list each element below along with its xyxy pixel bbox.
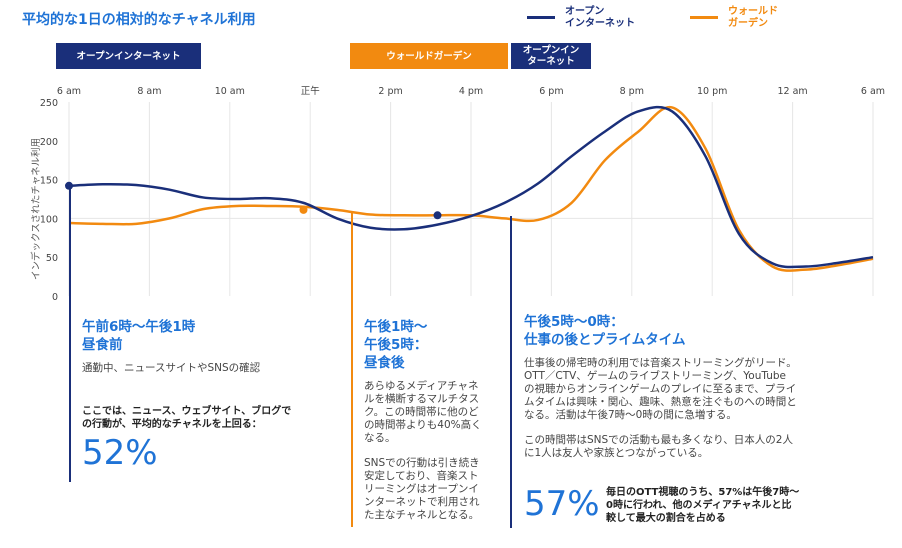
legend-open-line1: オープン: [565, 6, 605, 17]
section2-p2-line: SNSでの行動は引き続き: [364, 457, 480, 469]
section3-para2: この時間帯はSNSでの活動も最も多くなり、日本人の2人 に1人は友人や家族とつな…: [524, 434, 894, 460]
x-tick-label: 10 am: [215, 86, 245, 97]
legend-walled-line2: ガーデン: [728, 18, 768, 29]
x-tick-label: 8 am: [137, 86, 161, 97]
section2-heading-line1: 午後1時〜: [364, 319, 428, 335]
y-tick-label: 0: [52, 292, 58, 303]
section3-p1-line: OTT／CTV、ゲームのライブストリーミング、YouTube: [524, 370, 786, 382]
y-tick-label: 150: [40, 176, 58, 187]
section1-heading-title: 昼食前: [82, 337, 123, 353]
x-tick-label: 8 pm: [620, 86, 644, 97]
section2-p1-line: ルを横断するマルチタス: [364, 393, 480, 405]
divider-section2: [351, 211, 353, 527]
x-tick-label: 4 pm: [459, 86, 483, 97]
section3-p1-line: 仕事後の帰宅時の利用では音楽ストリーミングがリード。: [524, 357, 797, 369]
page-title: 平均的な1日の相対的なチャネル利用: [22, 12, 256, 28]
section3-p1-line: ムタイムは興味・関心、趣味、熱意を注ぐものへの時間と: [524, 396, 797, 408]
section2-p2-line: た主なチャネルとなる。: [364, 509, 480, 521]
section1-bold-line2: の行動が、平均的なチャネルを上回る：: [82, 419, 262, 430]
section3-p1-line: なる。活動は午後7時〜0時の間に急増する。: [524, 409, 737, 421]
section-before-lunch: 午前6時〜午後1時 昼食前 通勤中、ニュースサイトやSNSの確認 ここでは、ニュ…: [82, 318, 332, 473]
section-after-lunch: 午後1時〜 午後5時： 昼食後 あらゆるメディアチャネ ルを横断するマルチタス …: [364, 318, 499, 522]
section2-p1-line: あらゆるメディアチャネ: [364, 380, 479, 392]
band-open2-line2: ターネット: [527, 56, 575, 67]
data-marker: [299, 205, 308, 214]
legend-open-line2: インターネット: [565, 18, 635, 29]
y-tick-label: 200: [40, 137, 58, 148]
section2-p1-line: の時間帯よりも40%高く: [364, 419, 482, 431]
section3-heading-time: 午後5時〜0時：: [524, 314, 624, 330]
section2-para2: SNSでの行動は引き続き 安定しており、音楽スト リーミングはオープンイ ンター…: [364, 457, 499, 522]
legend-open-label: オープン インターネット: [565, 6, 635, 30]
section2-p2-line: ンターネットで利用され: [364, 496, 480, 508]
x-tick-label: 10 pm: [697, 86, 727, 97]
section-prime-time: 午後5時〜0時： 仕事の後とプライムタイム 仕事後の帰宅時の利用では音楽ストリー…: [524, 313, 894, 460]
y-tick-label: 50: [46, 253, 58, 264]
band-open2-line1: オープンイン: [522, 45, 580, 56]
section1-stat: 52%: [82, 433, 158, 473]
section1-bold-line1: ここでは、ニュース、ウェブサイト、ブログで: [82, 406, 292, 417]
section2-p1-line: ク。この時間帯に他のど: [364, 406, 479, 418]
series-line-open-internet: [68, 105, 874, 269]
section3-para1: 仕事後の帰宅時の利用では音楽ストリーミングがリード。 OTT／CTV、ゲームのラ…: [524, 357, 894, 422]
x-tick-label: 12 am: [778, 86, 808, 97]
line-chart: 6 am 8 am 10 am 正午 2 pm 4 pm 6 pm 8 pm 10 pm 12 a…: [40, 85, 885, 303]
legend-walled-line1: ウォールド: [728, 6, 778, 17]
y-tick-label: 100: [40, 214, 58, 225]
section2-heading-line3: 昼食後: [364, 355, 405, 371]
section1-heading-time: 午前6時〜午後1時: [82, 319, 196, 335]
data-marker: [433, 211, 442, 220]
band-open-internet-2: オープンイン ターネット: [511, 43, 591, 69]
legend-open-swatch: [527, 16, 555, 19]
section3-bold-line: 毎日のOTT視聴のうち、57%は午後7時〜: [606, 487, 800, 498]
section3-p1-line: の視聴からオンラインゲームのプレイに至るまで、プライ: [524, 383, 797, 395]
divider-section1: [69, 186, 71, 482]
section3-stat-caption: 毎日のOTT視聴のうち、57%は午後7時〜 0時に行われ、他のメディアチャネルと…: [606, 486, 826, 525]
band-open1-label: オープンインターネット: [76, 50, 181, 62]
section3-heading-title: 仕事の後とプライムタイム: [524, 332, 686, 348]
band-open-internet-1: オープンインターネット: [56, 43, 201, 69]
x-tick-label: 2 pm: [378, 86, 402, 97]
x-tick-label: 6 am: [861, 86, 885, 97]
divider-section3: [510, 216, 512, 528]
x-tick-label: 6 pm: [539, 86, 563, 97]
legend-walled-swatch: [690, 16, 718, 19]
section3-bold-line: 0時に行われ、他のメディアチャネルと比: [606, 500, 792, 511]
section2-para1: あらゆるメディアチャネ ルを横断するマルチタス ク。この時間帯に他のど の時間帯…: [364, 380, 499, 445]
x-tick-label: 正午: [301, 85, 320, 97]
section3-bold-line: 較して最大の割合を占める: [606, 513, 726, 524]
data-marker: [65, 181, 73, 190]
band-walled-garden: ウォールドガーデン: [350, 43, 508, 69]
section3-stat: 57%: [524, 484, 600, 524]
section2-p2-line: リーミングはオープンイ: [364, 483, 479, 495]
section2-heading-line2: 午後5時：: [364, 337, 428, 353]
band-walled-label: ウォールドガーデン: [386, 50, 472, 62]
section2-p1-line: なる。: [364, 432, 396, 444]
section1-body: 通勤中、ニュースサイトやSNSの確認: [82, 362, 261, 374]
y-tick-label: 250: [40, 98, 58, 109]
legend-walled-label: ウォールド ガーデン: [728, 6, 778, 30]
section3-p2-line: この時間帯はSNSでの活動も最も多くなり、日本人の2人: [524, 434, 793, 446]
section2-p2-line: 安定しており、音楽スト: [364, 470, 479, 482]
section3-p2-line: に1人は友人や家族とつながっている。: [524, 447, 709, 459]
x-tick-label: 6 am: [57, 86, 81, 97]
